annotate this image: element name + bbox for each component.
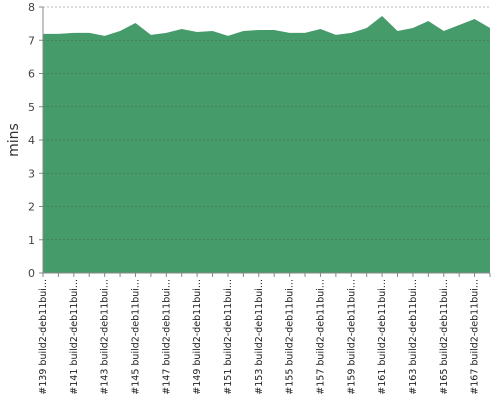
x-tick-label: #159 build2-deb11bui... — [346, 279, 357, 395]
x-tick-label: #155 build2-deb11bui... — [285, 279, 296, 395]
x-tick-label: #163 build2-deb11bui... — [408, 279, 419, 395]
x-tick-label: #143 build2-deb11bui... — [100, 279, 111, 395]
x-tick-label: #167 build2-deb11bui... — [470, 279, 481, 395]
x-tick-label: #165 build2-deb11bui... — [439, 279, 450, 395]
y-tick-label: 2 — [28, 201, 35, 214]
y-tick-label: 5 — [28, 101, 35, 114]
y-tick-label: 3 — [28, 167, 35, 180]
x-tick-label: #141 build2-deb11bui... — [69, 279, 80, 395]
x-tick-label: #151 build2-deb11bui... — [223, 279, 234, 395]
y-tick-label: 8 — [28, 1, 35, 14]
x-tick-label: #157 build2-deb11bui... — [315, 279, 326, 395]
y-tick-label: 1 — [28, 234, 35, 247]
x-tick-label: #145 build2-deb11bui... — [130, 279, 141, 395]
x-tick-label: #153 build2-deb11bui... — [254, 279, 265, 395]
y-tick-label: 4 — [28, 134, 35, 147]
x-tick-label: #149 build2-deb11bui... — [192, 279, 203, 395]
y-tick-label: 0 — [28, 267, 35, 280]
y-axis-label: mins — [6, 123, 22, 157]
x-tick-label: #147 build2-deb11bui... — [161, 279, 172, 395]
y-tick-label: 7 — [28, 34, 35, 47]
area — [43, 15, 490, 273]
x-tick-label: #139 build2-deb11bui... — [38, 279, 49, 395]
x-tick-label: #161 build2-deb11bui... — [377, 279, 388, 395]
y-tick-label: 6 — [28, 68, 35, 81]
